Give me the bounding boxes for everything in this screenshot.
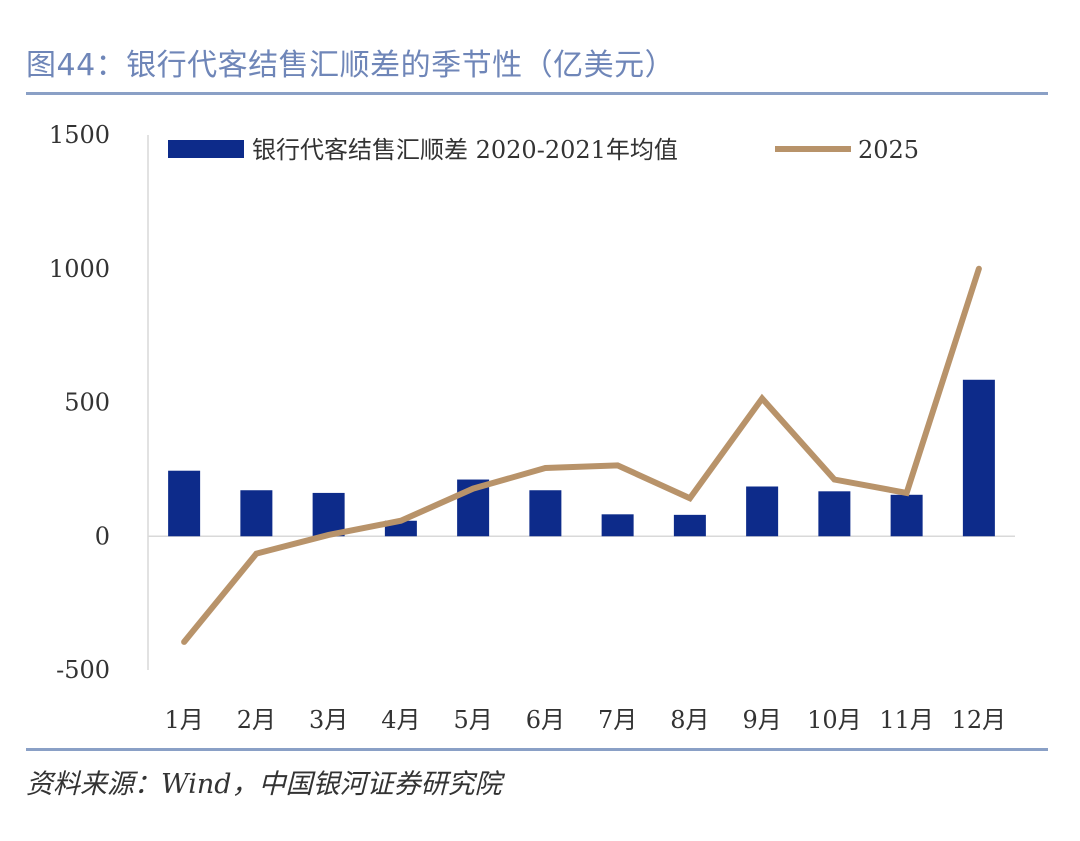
source-note: 资料来源：Wind，中国银河证券研究院 (26, 769, 502, 800)
x-axis: 1月 2月 3月 4月 5月 6月 7月 8月 9月 10月 11月 12月 (148, 535, 1015, 734)
bar (529, 490, 562, 537)
x-tick-label: 6月 (526, 706, 565, 734)
legend-line-label: 2025 (858, 136, 919, 164)
x-tick-label: 3月 (309, 706, 348, 734)
y-tick-label: 0 (95, 522, 110, 550)
bottom-rule (26, 748, 1048, 751)
x-tick-label: 8月 (670, 706, 709, 734)
legend-bar-swatch (168, 140, 244, 158)
bar (818, 491, 851, 537)
x-tick-label: 4月 (381, 706, 420, 734)
x-tick-label: 12月 (952, 706, 1007, 734)
x-tick-label: 10月 (807, 706, 862, 734)
x-tick-label: 1月 (164, 706, 203, 734)
top-rule (26, 92, 1048, 95)
legend-bar-label: 银行代客结售汇顺差 2020-2021年均值 (252, 136, 678, 164)
x-tick-label: 5月 (453, 706, 492, 734)
bar (168, 470, 201, 537)
y-tick-label: 1000 (49, 255, 110, 283)
bar (601, 514, 634, 537)
legend: 银行代客结售汇顺差 2020-2021年均值 2025 (168, 136, 919, 164)
bar (746, 486, 779, 537)
bar (312, 492, 345, 537)
x-tick-label: 2月 (237, 706, 276, 734)
bar (962, 379, 995, 537)
x-tick-label: 11月 (879, 706, 934, 734)
y-tick-label: -500 (56, 656, 110, 684)
bar (240, 490, 273, 537)
y-tick-label: 500 (64, 389, 110, 417)
series-line (181, 265, 982, 645)
x-tick-label: 7月 (598, 706, 637, 734)
bar-series (168, 379, 995, 537)
y-axis: 1500 1000 500 0 -500 (49, 121, 149, 684)
y-tick-label: 1500 (49, 121, 110, 149)
bar (673, 514, 706, 537)
line-series (181, 265, 982, 645)
bar (890, 494, 923, 537)
figure-title: 图44：银行代客结售汇顺差的季节性（亿美元） (26, 48, 676, 83)
x-tick-label: 9月 (742, 706, 781, 734)
